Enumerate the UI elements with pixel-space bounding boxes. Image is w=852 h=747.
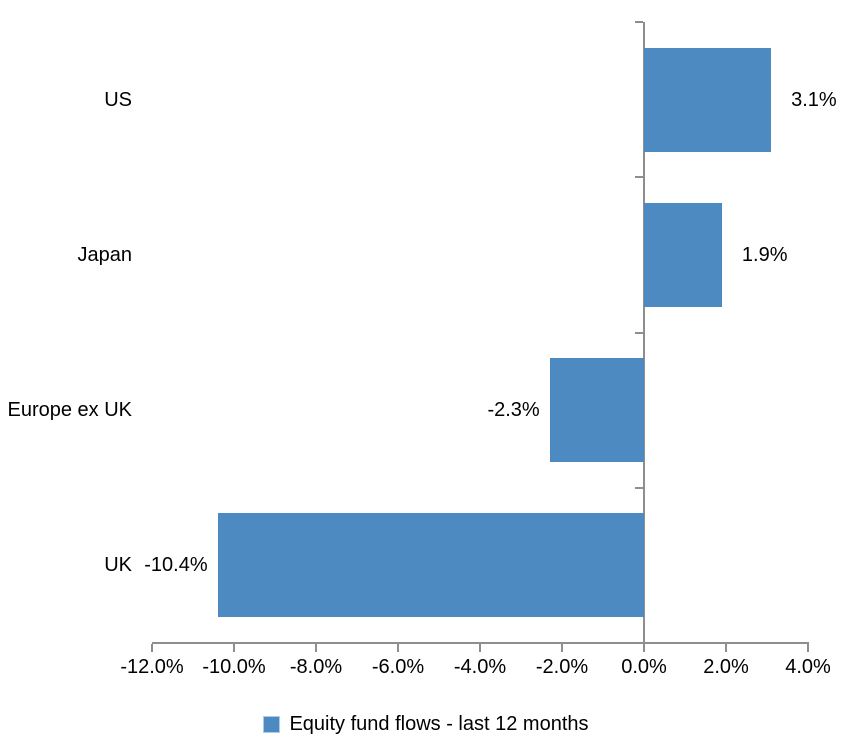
data-label-japan: 1.9% <box>741 243 788 266</box>
bar-us[interactable] <box>644 47 772 152</box>
value-axis-tick <box>233 644 235 652</box>
x-tick-label--12-0-: -12.0% <box>120 656 184 678</box>
data-label-us: 3.1% <box>791 88 837 111</box>
x-tick-label-4-0-: 4.0% <box>785 656 831 678</box>
category-axis-tick <box>635 486 643 489</box>
value-axis-tick <box>479 644 481 652</box>
x-tick-label--10-0-: -10.0% <box>202 656 266 678</box>
x-tick-label-0-0-: 0.0% <box>621 656 667 678</box>
legend-label: Equity fund flows - last 12 months <box>289 712 589 735</box>
value-axis-tick <box>561 644 563 652</box>
x-tick-label--2-0-: -2.0% <box>535 656 589 678</box>
bar-japan[interactable] <box>644 202 722 307</box>
category-label-us: US <box>104 88 132 111</box>
data-label-europe-ex-uk: -2.3% <box>487 399 540 422</box>
value-axis-tick <box>725 644 727 652</box>
legend-swatch-icon <box>263 715 281 733</box>
value-axis-tick <box>807 644 809 652</box>
value-axis-tick <box>397 644 399 652</box>
bar-europe-ex-uk[interactable] <box>549 358 644 463</box>
value-axis-tick <box>151 644 153 652</box>
x-tick-label--4-0-: -4.0% <box>453 656 507 678</box>
category-axis-tick <box>635 331 643 334</box>
category-axis-tick <box>635 21 643 23</box>
category-axis-line <box>643 22 645 644</box>
category-label-europe-ex-uk: Europe ex UK <box>7 399 132 422</box>
category-label-japan: Japan <box>77 243 133 266</box>
x-tick-label-2-0-: 2.0% <box>703 656 749 678</box>
value-axis-tick <box>315 644 317 652</box>
legend[interactable]: Equity fund flows - last 12 months <box>0 708 852 740</box>
x-tick-label--6-0-: -6.0% <box>371 656 425 678</box>
category-label-uk: UK <box>104 554 132 577</box>
value-axis-tick <box>643 644 645 652</box>
category-axis-tick <box>635 176 643 179</box>
data-label-uk: -10.4% <box>144 554 208 577</box>
bar-uk[interactable] <box>217 513 644 618</box>
x-tick-label--8-0-: -8.0% <box>289 656 343 678</box>
value-axis-line <box>152 642 809 644</box>
